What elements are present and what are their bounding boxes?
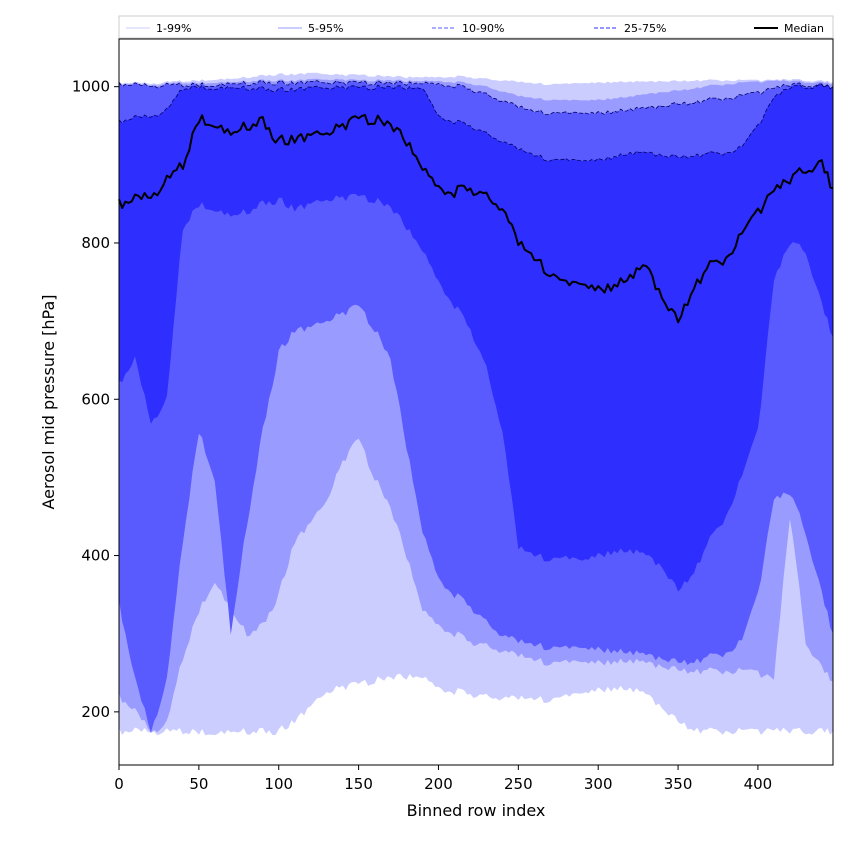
legend-label: 10-90%: [462, 22, 504, 35]
x-axis-title: Binned row index: [407, 801, 546, 820]
legend-label: 5-95%: [308, 22, 343, 35]
x-tick-label: 0: [114, 775, 124, 793]
band-25-75%: [119, 84, 833, 592]
median-layer: [118, 114, 834, 324]
y-tick-label: 800: [81, 234, 110, 252]
y-tick-label: 600: [81, 390, 110, 408]
band-upper-edge-25-75%: [118, 84, 834, 162]
x-tick-label: 200: [424, 775, 453, 793]
y-tick-label: 200: [81, 703, 110, 721]
x-tick-label: 50: [189, 775, 208, 793]
percentile-bands: [118, 72, 834, 736]
legend-label: 1-99%: [156, 22, 191, 35]
legend-label: 25-75%: [624, 22, 666, 35]
legend: 1-99% 5-95% 10-90% 25-75% Median: [118, 15, 834, 39]
y-tick-label: 400: [81, 547, 110, 565]
x-axis: 0 50 100 150 200 250 300 350 400: [114, 765, 772, 793]
x-tick-label: 400: [744, 775, 773, 793]
median-line: [118, 114, 834, 324]
x-tick-label: 100: [264, 775, 293, 793]
y-tick-label: 1000: [72, 78, 110, 96]
band-upper-edge-10-90%: [118, 80, 834, 116]
x-tick-label: 300: [584, 775, 613, 793]
plot-frame: [118, 38, 834, 766]
y-axis-title: Aerosol mid pressure [hPa]: [39, 294, 58, 509]
x-tick-label: 350: [664, 775, 693, 793]
x-tick-label: 250: [504, 775, 533, 793]
legend-box: [118, 15, 834, 39]
legend-label: Median: [784, 22, 824, 35]
y-axis: 200 400 600 800 1000: [72, 78, 119, 721]
x-tick-label: 150: [344, 775, 373, 793]
